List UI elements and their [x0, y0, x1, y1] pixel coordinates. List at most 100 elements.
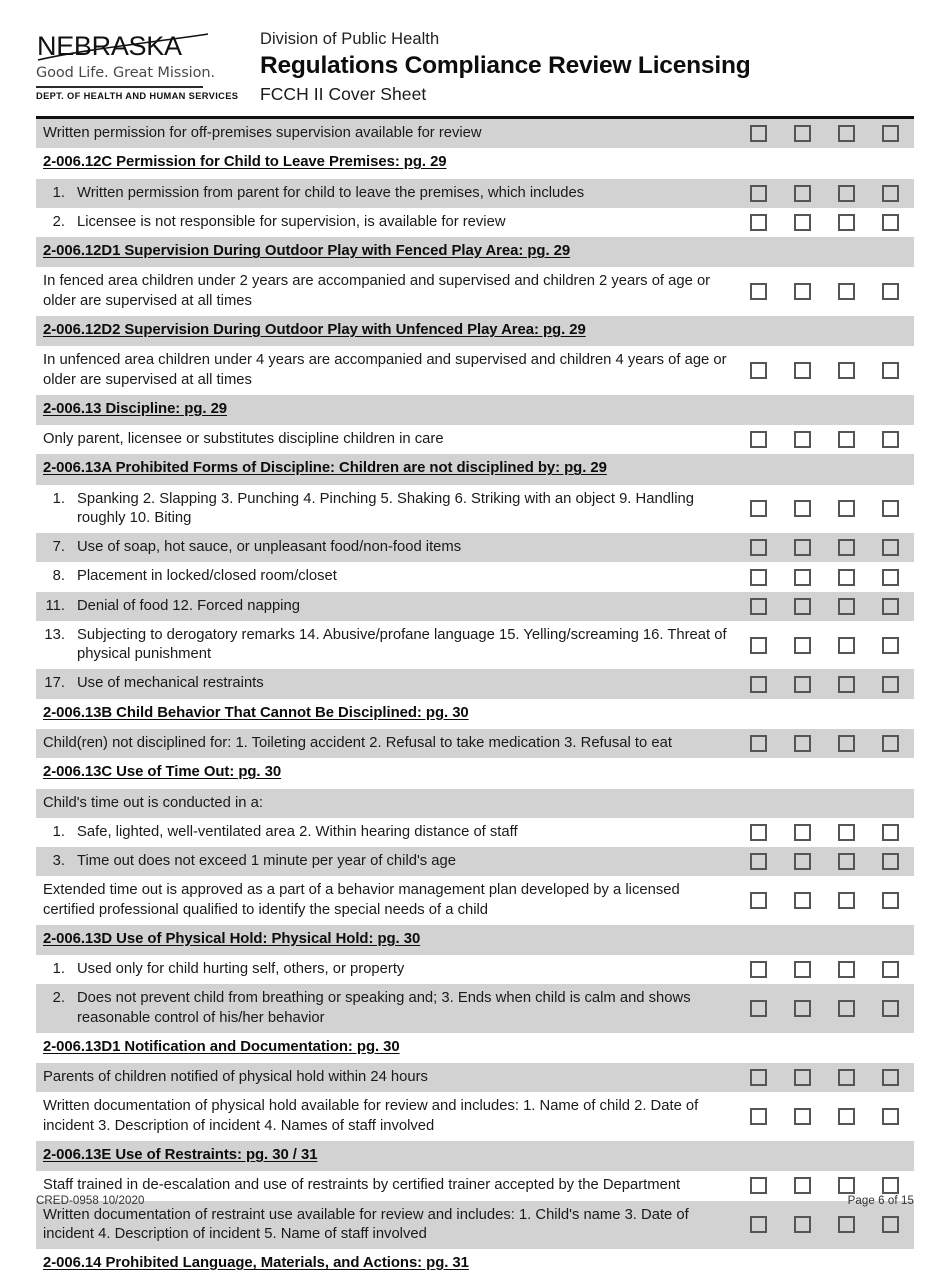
- compliance-checkbox[interactable]: [837, 853, 855, 871]
- compliance-checkbox[interactable]: [793, 853, 811, 871]
- section-header-row: 2-006.13E Use of Restraints: pg. 30 / 31: [36, 1140, 914, 1172]
- compliance-checkbox[interactable]: [793, 500, 811, 518]
- compliance-checkbox[interactable]: [837, 636, 855, 654]
- compliance-checkbox[interactable]: [837, 1108, 855, 1126]
- compliance-checkbox[interactable]: [749, 539, 767, 557]
- compliance-checkbox[interactable]: [881, 597, 899, 615]
- compliance-checkbox[interactable]: [793, 184, 811, 202]
- compliance-checkbox[interactable]: [881, 539, 899, 557]
- compliance-checkbox[interactable]: [793, 213, 811, 231]
- compliance-checkbox[interactable]: [793, 636, 811, 654]
- compliance-checkbox[interactable]: [793, 823, 811, 841]
- compliance-checkbox[interactable]: [881, 675, 899, 693]
- compliance-checkbox[interactable]: [881, 735, 899, 753]
- compliance-checkbox[interactable]: [749, 1108, 767, 1126]
- compliance-checkbox[interactable]: [881, 184, 899, 202]
- compliance-checkbox[interactable]: [837, 823, 855, 841]
- item-text: Placement in locked/closed room/closet: [77, 568, 337, 585]
- compliance-checkbox[interactable]: [881, 1108, 899, 1126]
- compliance-checkbox[interactable]: [793, 675, 811, 693]
- item-text: Written documentation of physical hold a…: [43, 1098, 699, 1134]
- compliance-checkbox[interactable]: [749, 735, 767, 753]
- compliance-checkbox[interactable]: [749, 892, 767, 910]
- compliance-checkbox[interactable]: [881, 568, 899, 586]
- compliance-checkbox[interactable]: [793, 125, 811, 143]
- compliance-checkbox[interactable]: [793, 1177, 811, 1195]
- compliance-checkbox[interactable]: [749, 283, 767, 301]
- compliance-checkbox[interactable]: [793, 892, 811, 910]
- compliance-checkbox[interactable]: [837, 184, 855, 202]
- compliance-checkbox[interactable]: [749, 431, 767, 449]
- compliance-checkbox[interactable]: [837, 1000, 855, 1018]
- compliance-checkbox[interactable]: [793, 1000, 811, 1018]
- compliance-checkbox[interactable]: [837, 1216, 855, 1234]
- compliance-checkbox[interactable]: [881, 125, 899, 143]
- compliance-checkbox[interactable]: [837, 362, 855, 380]
- compliance-checklist-table: Written permission for off-premises supe…: [36, 119, 914, 1279]
- compliance-checkbox[interactable]: [793, 539, 811, 557]
- compliance-checkbox[interactable]: [837, 568, 855, 586]
- compliance-checkbox[interactable]: [749, 961, 767, 979]
- item-text: Used only for child hurting self, others…: [77, 961, 405, 978]
- compliance-checkbox[interactable]: [881, 1069, 899, 1087]
- compliance-checkbox[interactable]: [749, 500, 767, 518]
- compliance-checkbox[interactable]: [837, 125, 855, 143]
- compliance-checkbox[interactable]: [749, 1069, 767, 1087]
- compliance-checkbox[interactable]: [749, 568, 767, 586]
- compliance-checkbox[interactable]: [881, 362, 899, 380]
- compliance-checkbox[interactable]: [837, 735, 855, 753]
- compliance-checkbox[interactable]: [881, 1216, 899, 1234]
- compliance-checkbox[interactable]: [837, 892, 855, 910]
- compliance-checkbox[interactable]: [749, 184, 767, 202]
- section-label: 2-006.13C Use of Time Out: pg. 30: [43, 764, 282, 781]
- compliance-checkbox[interactable]: [837, 1069, 855, 1087]
- compliance-checkbox[interactable]: [749, 1216, 767, 1234]
- compliance-checkbox[interactable]: [749, 125, 767, 143]
- compliance-checkbox[interactable]: [749, 1177, 767, 1195]
- compliance-checkbox[interactable]: [793, 431, 811, 449]
- compliance-checkbox[interactable]: [749, 597, 767, 615]
- compliance-checkbox[interactable]: [837, 213, 855, 231]
- compliance-checkbox[interactable]: [749, 362, 767, 380]
- compliance-checkbox[interactable]: [793, 1108, 811, 1126]
- row-text-cell: Written documentation of restraint use a…: [36, 1201, 736, 1249]
- compliance-checkbox[interactable]: [837, 961, 855, 979]
- compliance-checkbox[interactable]: [881, 961, 899, 979]
- compliance-checkbox[interactable]: [881, 853, 899, 871]
- compliance-checkbox[interactable]: [881, 823, 899, 841]
- compliance-checkbox[interactable]: [749, 1000, 767, 1018]
- compliance-checkbox[interactable]: [837, 539, 855, 557]
- compliance-checkbox[interactable]: [749, 213, 767, 231]
- compliance-checkbox[interactable]: [793, 362, 811, 380]
- compliance-checkbox[interactable]: [837, 1177, 855, 1195]
- compliance-checkbox[interactable]: [793, 1069, 811, 1087]
- compliance-checkbox[interactable]: [881, 1000, 899, 1018]
- compliance-checkbox[interactable]: [793, 961, 811, 979]
- compliance-checkbox[interactable]: [881, 431, 899, 449]
- compliance-checkbox[interactable]: [881, 213, 899, 231]
- checklist-row: In unfenced area children under 4 years …: [36, 346, 914, 395]
- compliance-checkbox[interactable]: [881, 283, 899, 301]
- section-label: 2-006.13 Discipline: pg. 29: [43, 400, 228, 417]
- compliance-checkbox[interactable]: [837, 431, 855, 449]
- compliance-checkbox[interactable]: [793, 283, 811, 301]
- section-header-row: 2-006.12D2 Supervision During Outdoor Pl…: [36, 315, 914, 347]
- compliance-checkbox[interactable]: [749, 823, 767, 841]
- compliance-checkbox[interactable]: [793, 735, 811, 753]
- compliance-checkbox[interactable]: [837, 500, 855, 518]
- compliance-checkbox[interactable]: [837, 597, 855, 615]
- row-text-cell: 3. Time out does not exceed 1 minute per …: [36, 847, 736, 876]
- compliance-checkbox[interactable]: [749, 636, 767, 654]
- compliance-checkbox[interactable]: [793, 568, 811, 586]
- compliance-checkbox[interactable]: [749, 675, 767, 693]
- compliance-checkbox[interactable]: [793, 1216, 811, 1234]
- compliance-checkbox[interactable]: [793, 597, 811, 615]
- compliance-checkbox[interactable]: [881, 892, 899, 910]
- compliance-checkbox[interactable]: [837, 283, 855, 301]
- compliance-checkbox[interactable]: [749, 853, 767, 871]
- checkbox-cell: [736, 818, 914, 847]
- compliance-checkbox[interactable]: [881, 636, 899, 654]
- compliance-checkbox[interactable]: [881, 500, 899, 518]
- compliance-checkbox[interactable]: [837, 675, 855, 693]
- compliance-checkbox[interactable]: [881, 1177, 899, 1195]
